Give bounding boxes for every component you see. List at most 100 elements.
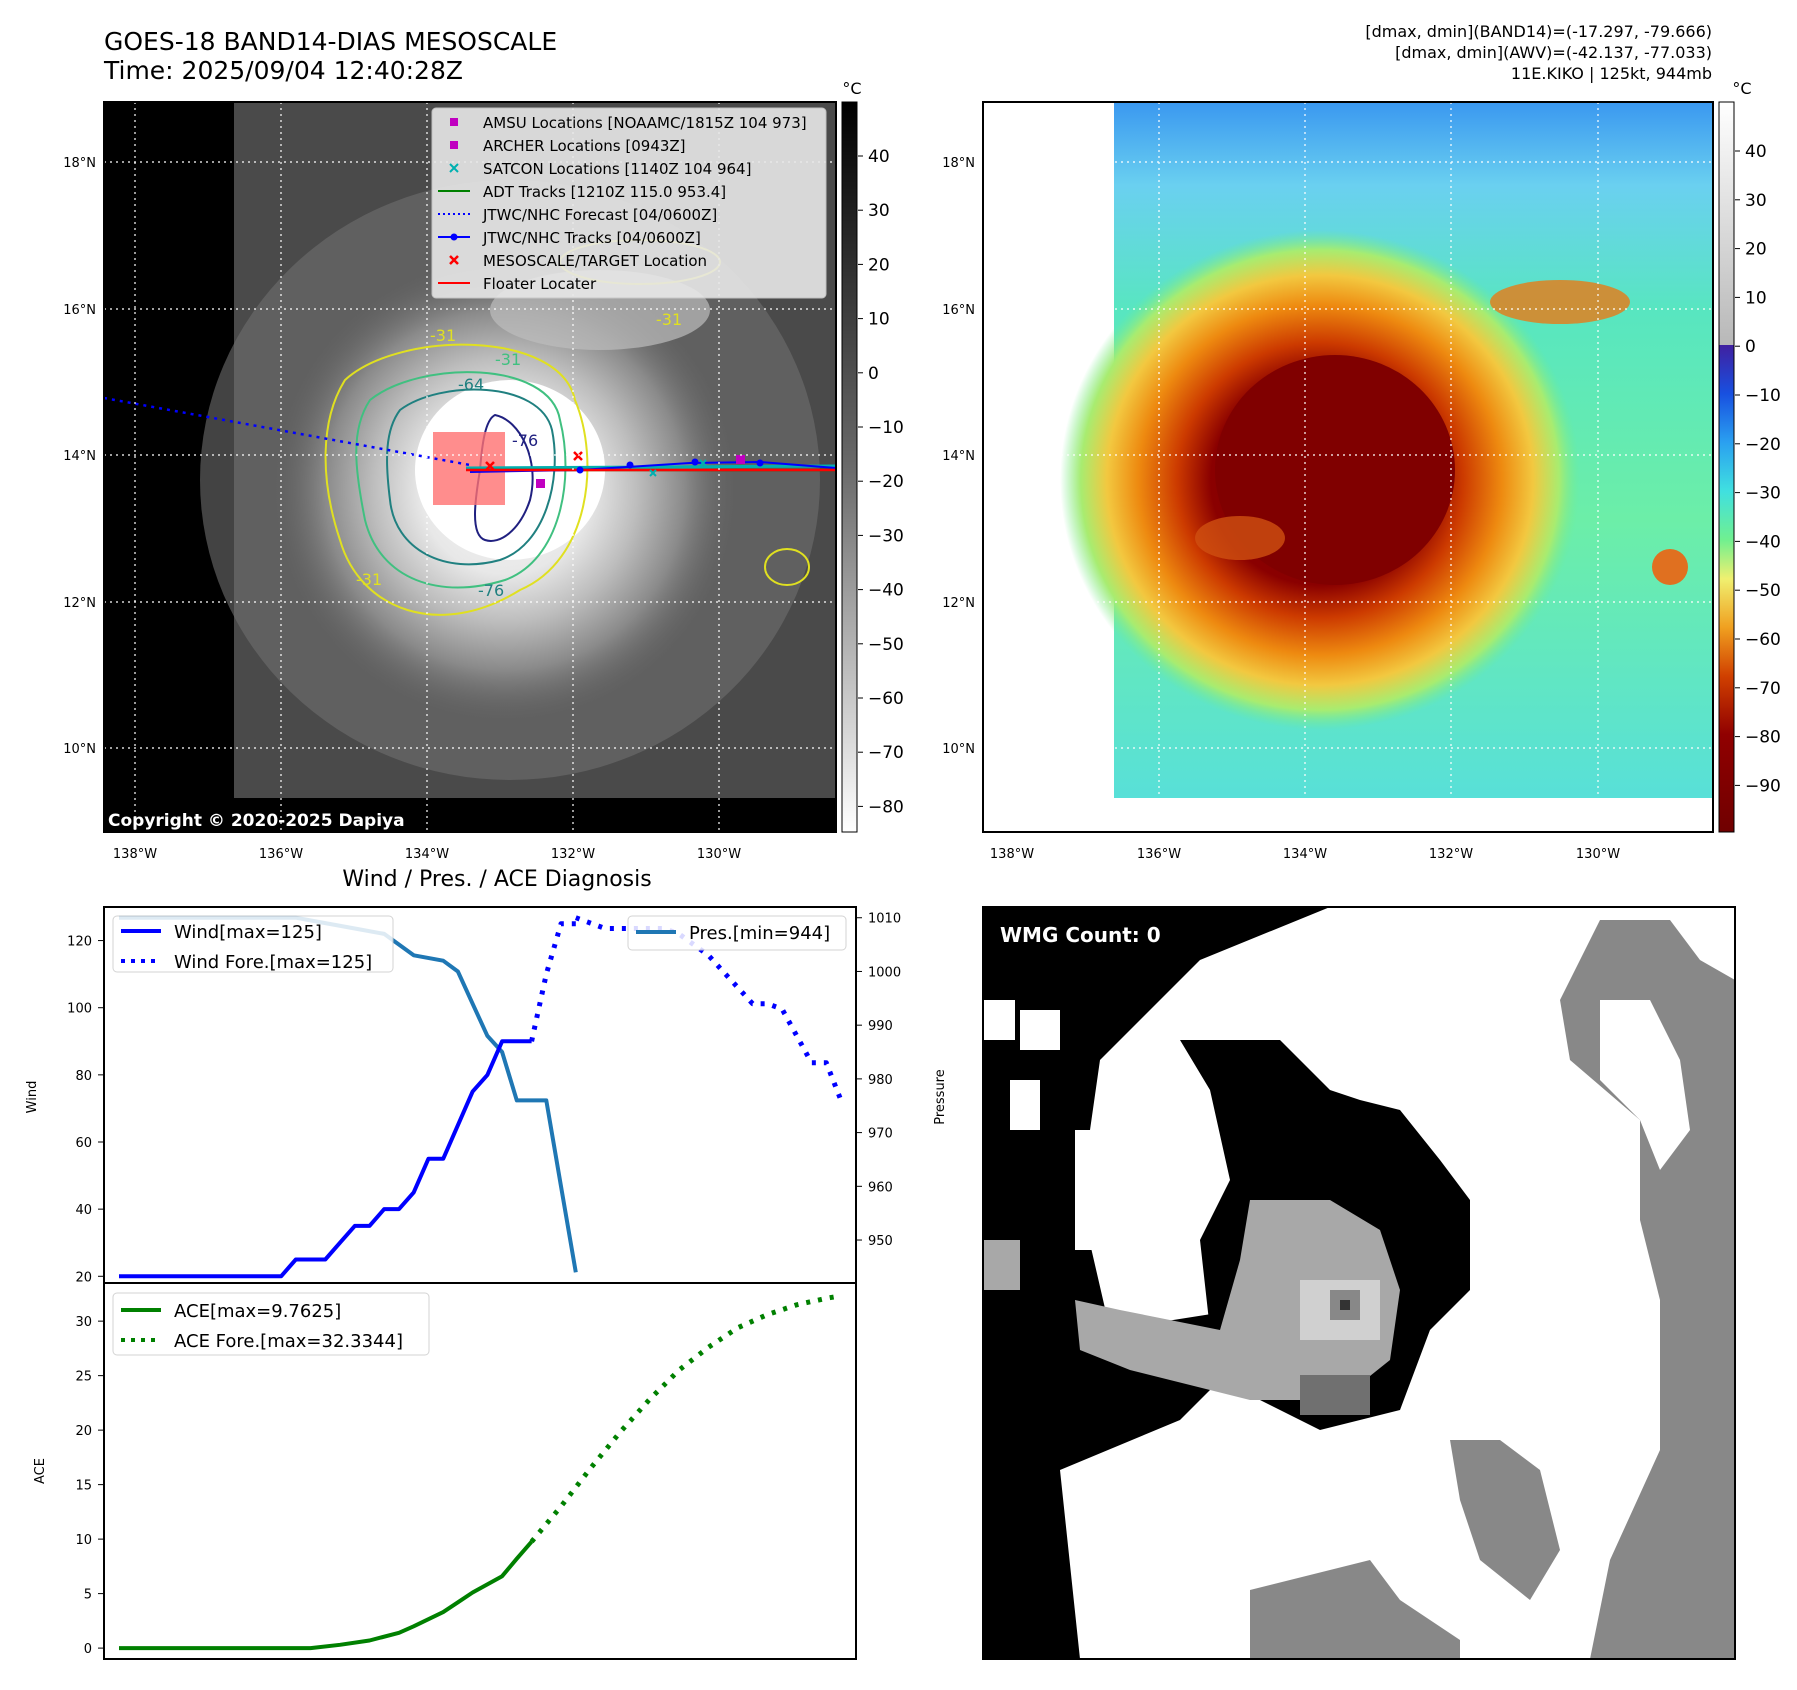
- colorbar-tick-label: 10: [868, 310, 890, 330]
- y-tick-label: 5: [84, 1588, 92, 1603]
- storm-info-text: 11E.KIKO | 125kt, 944mb: [1510, 64, 1712, 83]
- colorbar-tick-label: 30: [1745, 191, 1767, 211]
- y-tick-label: 120: [67, 935, 92, 950]
- colorbar-tick-label: −80: [1745, 728, 1781, 748]
- contour-label: -31: [430, 326, 456, 345]
- y-tick-label: 100: [67, 1002, 92, 1017]
- ir-lon-tick: 134°W: [405, 847, 449, 862]
- legend-wind: Wind[max=125]: [174, 922, 322, 943]
- y-tick-label: 970: [868, 1127, 893, 1142]
- color-colorbar-bottom: [1719, 345, 1734, 832]
- colorbar-tick-label: −10: [1745, 386, 1781, 406]
- ir-lon-tick: 130°W: [697, 847, 741, 862]
- colorbar-tick-label: −30: [1745, 484, 1781, 504]
- legend-archer: ARCHER Locations [0943Z]: [483, 137, 686, 155]
- y-tick-label: 0: [84, 1642, 92, 1657]
- contour-label: -31: [495, 350, 521, 369]
- legend-amsu: AMSU Locations [NOAAMC/1815Z 104 973]: [483, 114, 807, 132]
- colorbar-tick-label: −60: [868, 689, 904, 709]
- contour-label: -31: [356, 570, 382, 589]
- colorbar-tick-label: −80: [868, 797, 904, 817]
- ir-lon-tick: 138°W: [113, 847, 157, 862]
- y-tick-label: 25: [75, 1370, 92, 1385]
- y-tick-label: 960: [868, 1180, 893, 1195]
- legend-wind-fore: Wind Fore.[max=125]: [174, 952, 372, 973]
- dmax-band14-text: [dmax, dmin](BAND14)=(-17.297, -79.666): [1365, 22, 1712, 41]
- color-lon-tick: 132°W: [1429, 847, 1473, 862]
- colorbar-tick-label: 30: [868, 201, 890, 221]
- ir-lat-tick: 16°N: [63, 303, 96, 318]
- contour-label: -31: [656, 310, 682, 329]
- color-colorbar-top: [1719, 102, 1734, 345]
- color-colorbar-unit: °C: [1732, 79, 1751, 98]
- colorbar-tick-label: −50: [1745, 581, 1781, 601]
- color-enhanced-image: [983, 102, 1713, 832]
- copyright-text: Copyright © 2020-2025 Dapiya: [108, 811, 405, 831]
- colorbar-tick-label: −40: [1745, 532, 1781, 552]
- colorbar-tick-label: −40: [868, 581, 904, 601]
- ir-lat-tick: 10°N: [63, 742, 96, 757]
- series-line-wind-fore-: [529, 921, 576, 1042]
- ir-colorbar-unit: °C: [842, 79, 861, 98]
- colorbar-tick-label: 40: [1745, 142, 1767, 162]
- dmax-awv-text: [dmax, dmin](AWV)=(-42.137, -77.033): [1395, 43, 1712, 62]
- wind-legend: [112, 915, 394, 973]
- color-lat-tick: 10°N: [942, 742, 975, 757]
- legend-ace-fore: ACE Fore.[max=32.3344]: [174, 1331, 403, 1352]
- colorbar-tick-label: 0: [868, 364, 879, 384]
- colorbar-tick-label: −20: [868, 472, 904, 492]
- y-tick-label: 30: [75, 1315, 92, 1330]
- ace-axes: [103, 1282, 857, 1660]
- colorbar-tick-label: −10: [868, 418, 904, 438]
- legend-target: MESOSCALE/TARGET Location: [483, 252, 707, 270]
- diagnosis-chart-layer: 20 40 60 80 100 120 950 960 970 980 990 1000 1010 0 5 1…: [67, 912, 901, 1657]
- ir-lat-tick: 18°N: [63, 156, 96, 171]
- wind-axis-label: Wind: [25, 1081, 40, 1114]
- y-tick-label: 15: [75, 1479, 92, 1494]
- colorbar-tick-label: −30: [868, 526, 904, 546]
- wmg-image: [983, 907, 1735, 1659]
- y-tick-label: 40: [75, 1203, 92, 1218]
- y-tick-label: 20: [75, 1270, 92, 1285]
- wmg-count-box: [994, 918, 1172, 952]
- jtwc-forecast-track: [104, 396, 471, 467]
- ace-axis-label: ACE: [33, 1458, 48, 1484]
- colorbar-tick-label: 20: [1745, 240, 1767, 260]
- contour-label: -76: [478, 581, 504, 600]
- colorbar-tick-label: 20: [868, 255, 890, 275]
- ir-colorbar-ticks: 40 30 20 10 0 −10 −20 −30 −40 −50 −60 −70 −80: [858, 147, 904, 817]
- y-tick-label: 990: [868, 1019, 893, 1034]
- target-marker-icon: [449, 255, 459, 265]
- colorbar-tick-label: 10: [1745, 288, 1767, 308]
- ir-lon-tick: 132°W: [551, 847, 595, 862]
- color-lat-tick: 12°N: [942, 596, 975, 611]
- color-colorbar-ticks: 40 30 20 10 0 −10 −20 −30 −40 −50 −60 −70 −80 −90: [1735, 142, 1781, 796]
- pressure-axis-label: Pressure: [933, 1069, 948, 1125]
- diagnosis-title: Wind / Pres. / ACE Diagnosis: [342, 867, 651, 892]
- colorbar-tick-label: 40: [868, 147, 890, 167]
- colorbar-tick-label: −50: [868, 635, 904, 655]
- y-tick-label: 1000: [868, 965, 901, 980]
- legend-forecast: JTWC/NHC Forecast [04/0600Z]: [482, 206, 717, 224]
- ace-legend: [112, 1292, 430, 1356]
- y-tick-label: 60: [75, 1136, 92, 1151]
- y-tick-label: 950: [868, 1234, 893, 1249]
- series-line-ace: [119, 1540, 534, 1651]
- series-line-ace-fore-: [529, 1293, 842, 1544]
- colorbar-tick-label: −60: [1745, 630, 1781, 650]
- color-lat-tick: 14°N: [942, 449, 975, 464]
- ir-image: -31 -31 -64 -76 -31 -31 -76: [104, 102, 836, 832]
- colorbar-tick-label: −90: [1745, 776, 1781, 796]
- ir-lon-tick: 136°W: [259, 847, 303, 862]
- satcon-marker-icon: [449, 163, 459, 173]
- y-tick-label: 20: [75, 1424, 92, 1439]
- y-tick-label: 980: [868, 1073, 893, 1088]
- contour-label: -64: [458, 375, 484, 394]
- colorbar-tick-label: 0: [1745, 337, 1756, 357]
- figure-time: Time: 2025/09/04 12:40:28Z: [104, 56, 463, 85]
- color-lat-tick: 18°N: [942, 156, 975, 171]
- legend-tracks: JTWC/NHC Tracks [04/0600Z]: [482, 229, 701, 247]
- y-tick-label: 10: [75, 1533, 92, 1548]
- wmg-count-label: WMG Count: 0: [1000, 923, 1161, 947]
